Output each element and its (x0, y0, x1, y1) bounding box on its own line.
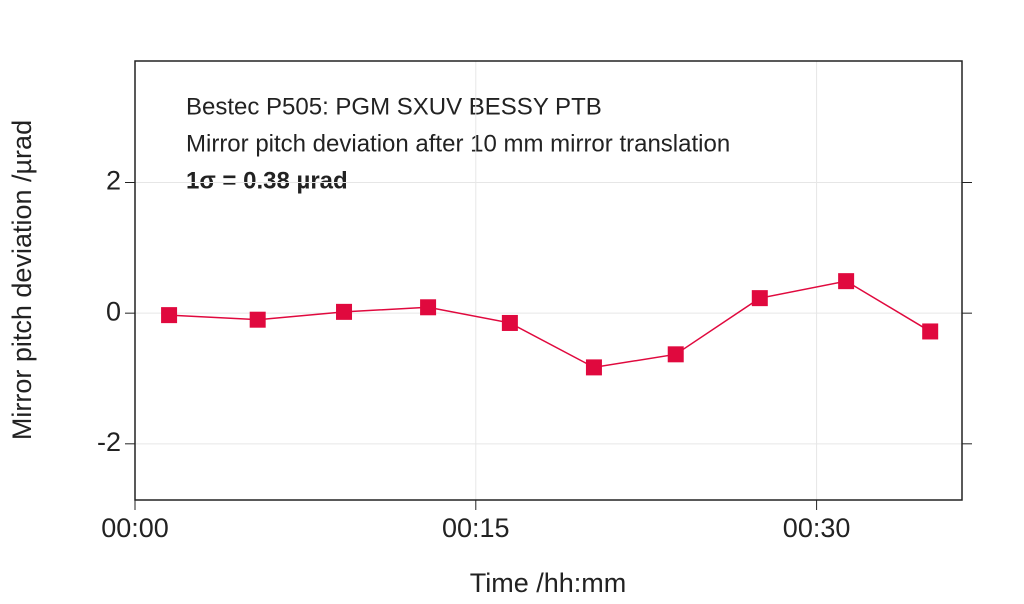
annotation: Bestec P505: PGM SXUV BESSY PTB (186, 93, 602, 120)
x-tick-label: 00:15 (442, 513, 510, 543)
data-point (501, 314, 518, 331)
data-point (922, 323, 939, 340)
y-axis-label: Mirror pitch deviation /µrad (7, 120, 37, 440)
y-tick-label: 0 (106, 296, 121, 326)
annotation: Mirror pitch deviation after 10 mm mirro… (186, 130, 730, 157)
y-tick-label: 2 (106, 166, 121, 196)
x-axis-label: Time /hh:mm (470, 568, 627, 598)
series-line (169, 280, 931, 369)
annotation: 1σ = 0.38 µrad (186, 167, 348, 194)
data-point (249, 311, 266, 328)
data-point (838, 273, 855, 290)
data-point (336, 303, 353, 320)
plot-frame (134, 60, 963, 501)
data-point (585, 359, 602, 376)
x-tick-label: 00:30 (783, 513, 851, 543)
y-tick-label: -2 (97, 427, 121, 457)
data-point (667, 346, 684, 363)
data-point (751, 290, 768, 307)
data-point (420, 299, 437, 316)
x-tick-label: 00:00 (101, 513, 169, 543)
data-point (161, 307, 178, 324)
